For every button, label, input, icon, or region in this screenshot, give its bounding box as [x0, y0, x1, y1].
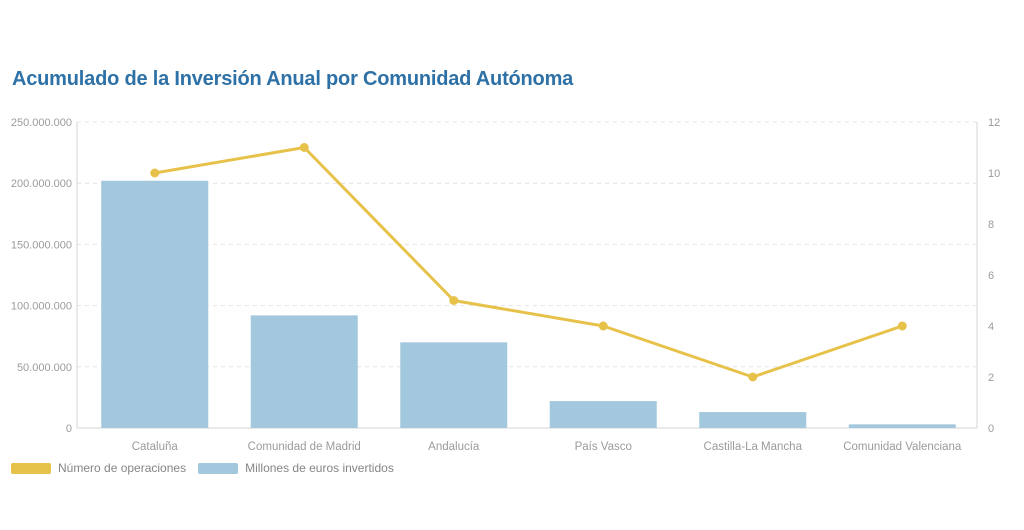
legend-swatch-operaciones: [11, 462, 51, 474]
x-axis-category-label: Andalucía: [428, 441, 480, 453]
y-axis-tick-label-right: 4: [988, 321, 994, 333]
line-point[interactable]: [449, 296, 459, 305]
page-title: Acumulado de la Inversión Anual por Comu…: [12, 68, 574, 90]
y-axis-tick-label-right: 8: [988, 219, 994, 231]
bar[interactable]: [101, 180, 209, 428]
legend-item-operaciones[interactable]: Número de operaciones: [11, 461, 186, 475]
chart-legend: Número de operaciones Millones de euros …: [11, 461, 406, 475]
x-axis-category-label: País Vasco: [575, 441, 632, 453]
line-point[interactable]: [299, 143, 309, 152]
bar[interactable]: [848, 424, 956, 428]
y-axis-tick-label-left: 0: [66, 423, 72, 435]
x-axis-category-label: Comunidad Valenciana: [843, 441, 962, 453]
legend-label-millones: Millones de euros invertidos: [245, 461, 394, 475]
legend-swatch-millones: [198, 462, 239, 474]
y-axis-tick-label-right: 0: [988, 423, 994, 435]
line-point[interactable]: [150, 168, 160, 178]
x-axis-category-label: Castilla-La Mancha: [704, 441, 803, 453]
y-axis-tick-label-right: 6: [988, 270, 994, 282]
y-axis-tick-label-right: 2: [988, 372, 994, 384]
line-point[interactable]: [748, 372, 758, 382]
series-line: [153, 146, 904, 379]
bar[interactable]: [699, 412, 807, 428]
bar[interactable]: [400, 342, 508, 428]
y-axis-tick-label-left: 50.000.000: [17, 362, 72, 374]
y-axis-tick-label-left: 200.000.000: [11, 178, 72, 190]
y-axis-tick-label-right: 10: [988, 168, 1000, 180]
bar[interactable]: [250, 315, 358, 428]
line-point[interactable]: [897, 321, 907, 331]
x-axis-category-label: Cataluña: [132, 441, 179, 453]
y-axis-tick-label-left: 250.000.000: [11, 117, 72, 129]
y-axis-tick-label-right: 12: [988, 117, 1000, 129]
bar[interactable]: [549, 401, 657, 428]
y-axis-tick-label-left: 150.000.000: [11, 239, 72, 251]
x-axis-category-label: Comunidad de Madrid: [248, 441, 361, 453]
line-point[interactable]: [598, 321, 608, 331]
legend-item-millones[interactable]: Millones de euros invertidos: [198, 461, 394, 475]
y-axis-tick-label-left: 100.000.000: [11, 301, 72, 313]
legend-label-operaciones: Número de operaciones: [58, 461, 187, 475]
